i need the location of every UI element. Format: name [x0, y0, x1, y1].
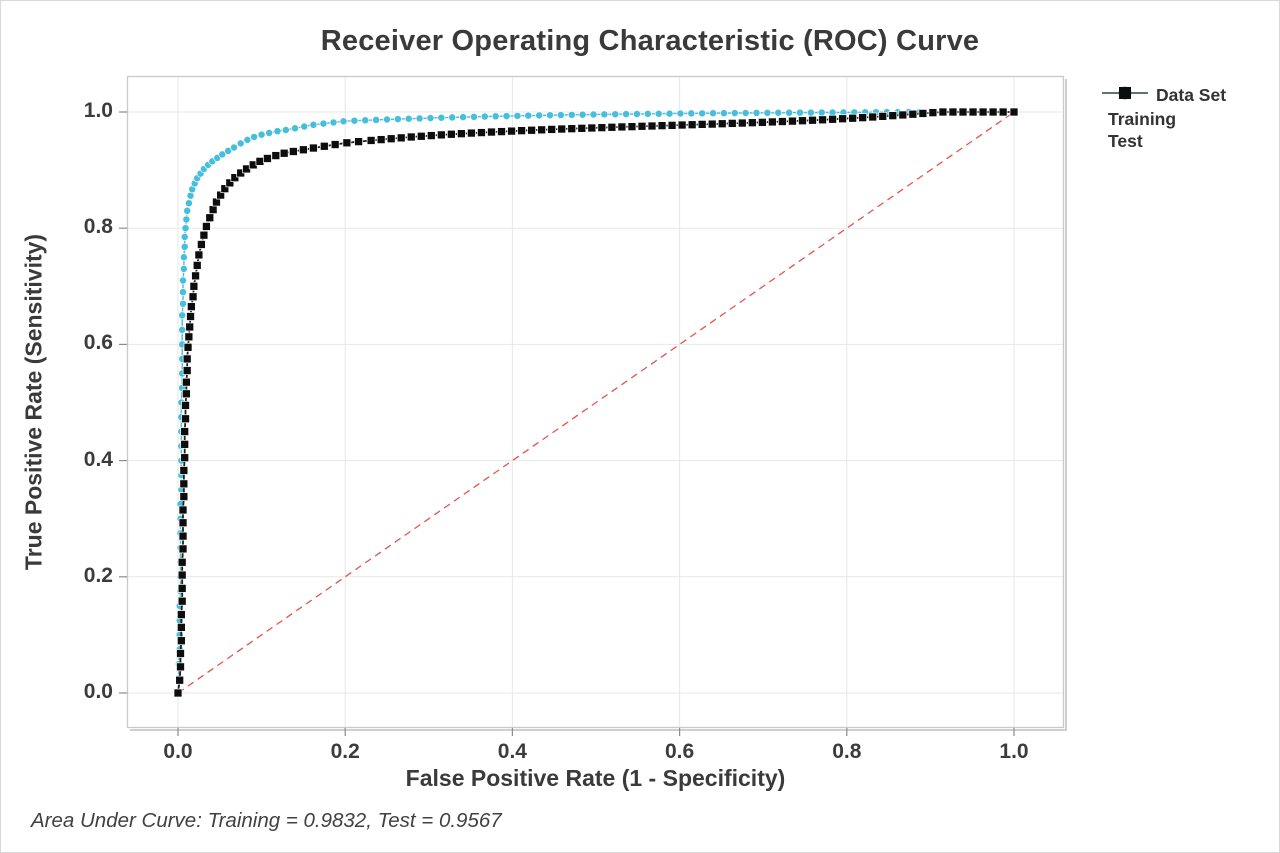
auc-annotation: Area Under Curve: Training = 0.9832, Tes…	[31, 809, 502, 832]
x-tick-label: 0.4	[497, 740, 527, 763]
chart-title: Receiver Operating Characteristic (ROC) …	[320, 25, 980, 57]
x-tick-label: 0.2	[330, 740, 360, 763]
legend-label-training: Training	[1108, 108, 1177, 129]
y-tick-label: 0.6	[83, 331, 113, 355]
test-marker-icon	[1102, 87, 1148, 99]
y-tick-label: 1.0	[83, 99, 113, 122]
legend-label-test: Test	[1108, 130, 1143, 151]
y-tick-label: 0.0	[83, 680, 113, 703]
x-tick-label: 0.6	[664, 740, 695, 763]
legend-title: Data Set	[1156, 85, 1227, 105]
legend: Data Set Training Test	[1101, 85, 1226, 152]
roc-curve-test	[173, 107, 1019, 698]
reference-diagonal	[177, 111, 1015, 694]
plot-frame	[126, 75, 1065, 729]
plot-background	[127, 76, 1064, 728]
y-tick-label: 0.8	[83, 215, 113, 239]
x-tick-label: 0.0	[163, 740, 193, 763]
x-tick-label: 0.8	[832, 740, 862, 763]
legend-item-test: Test	[1101, 87, 1226, 152]
x-axis-label: False Positive Rate (1 - Specificity)	[405, 765, 786, 791]
y-tick-label: 0.2	[83, 563, 113, 587]
y-axis-label-text: True Positive Rate (Sensitivity)	[20, 233, 47, 571]
tick-marks	[119, 111, 1015, 736]
legend-items: Training Test	[1101, 86, 1226, 152]
y-tick-label: 0.4	[83, 447, 113, 471]
x-tick-label: 1.0	[999, 740, 1029, 763]
legend-item-training: Training	[1101, 86, 1226, 130]
